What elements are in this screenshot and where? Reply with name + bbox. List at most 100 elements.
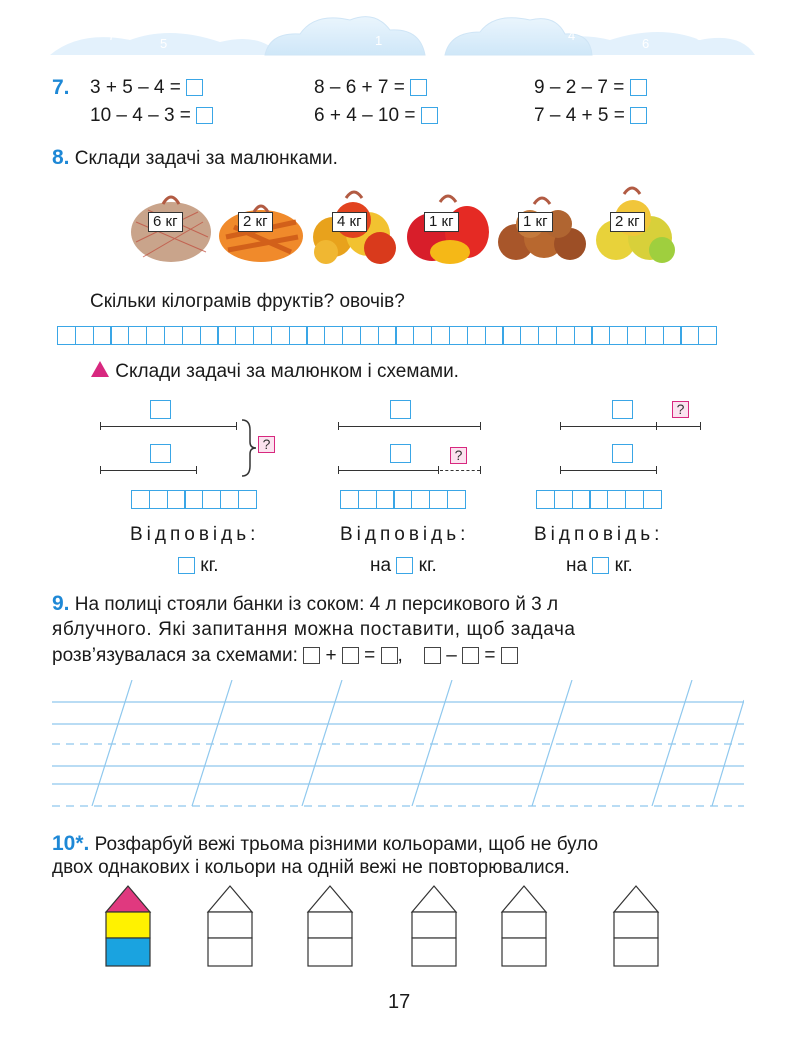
grid-cell[interactable] [340, 490, 359, 509]
task9-line-3: розв’язувалася за схемами: + = , – = [52, 644, 518, 668]
answer-box[interactable] [592, 557, 610, 574]
scheme-blank[interactable] [380, 647, 398, 664]
bag-carrot: 2 кг [216, 182, 306, 266]
answer-strip[interactable] [536, 490, 662, 509]
scheme-blank[interactable] [462, 647, 480, 664]
tower-blank[interactable] [306, 884, 354, 968]
grid-cell[interactable] [466, 326, 486, 345]
tower-blank[interactable] [206, 884, 254, 968]
grid-cell[interactable] [110, 326, 130, 345]
answer-box[interactable] [178, 557, 195, 574]
question-box[interactable]: ? [672, 401, 689, 418]
grid-cell[interactable] [128, 326, 148, 345]
answer-strip[interactable] [131, 490, 257, 509]
grid-cell[interactable] [484, 326, 504, 345]
grid-cell[interactable] [413, 326, 433, 345]
answer-box[interactable] [396, 557, 414, 574]
grid-cell[interactable] [446, 490, 466, 509]
grid-cell[interactable] [220, 490, 240, 509]
scheme-box[interactable] [150, 444, 171, 463]
scheme-box[interactable] [390, 444, 411, 463]
scheme-box[interactable] [612, 444, 633, 463]
grid-cell[interactable] [163, 326, 183, 345]
scheme-blank[interactable] [341, 647, 359, 664]
grid-cell[interactable] [393, 490, 413, 509]
tower-blank[interactable] [500, 884, 548, 968]
grid-cell[interactable] [698, 326, 718, 345]
grid-cell[interactable] [237, 490, 257, 509]
tower-blank[interactable] [410, 884, 458, 968]
grid-cell[interactable] [199, 326, 219, 345]
grid-cell[interactable] [181, 326, 201, 345]
grid-cell[interactable] [148, 490, 168, 509]
grid-cell[interactable] [377, 326, 397, 345]
grid-cell[interactable] [591, 326, 611, 345]
grid-cell[interactable] [571, 490, 591, 509]
grid-cell[interactable] [553, 490, 573, 509]
grid-cell[interactable] [573, 326, 593, 345]
grid-cell[interactable] [252, 326, 272, 345]
grid-cell[interactable] [92, 326, 112, 345]
scheme-blank[interactable] [303, 647, 321, 664]
grid-cell[interactable] [57, 326, 76, 345]
grid-cell[interactable] [589, 490, 609, 509]
question-box[interactable]: ? [450, 447, 467, 464]
scheme-box[interactable] [150, 400, 171, 419]
grid-cell[interactable] [375, 490, 395, 509]
grid-cell[interactable] [217, 326, 237, 345]
grid-cell[interactable] [270, 326, 290, 345]
grid-cell[interactable] [411, 490, 431, 509]
answer-box[interactable] [630, 107, 648, 124]
scheme-blank[interactable] [500, 647, 518, 664]
grid-cell[interactable] [555, 326, 575, 345]
writing-lines[interactable] [52, 680, 744, 810]
svg-text:1: 1 [375, 33, 382, 48]
grid-cell[interactable] [680, 326, 700, 345]
scheme-box[interactable] [612, 400, 633, 419]
answer-strip-full[interactable] [57, 326, 718, 345]
answer-box[interactable] [186, 79, 204, 96]
tower-blank[interactable] [612, 884, 660, 968]
svg-text:2: 2 [422, 33, 429, 48]
grid-cell[interactable] [662, 326, 682, 345]
grid-cell[interactable] [184, 490, 204, 509]
grid-cell[interactable] [520, 326, 540, 345]
grid-cell[interactable] [324, 326, 344, 345]
grid-cell[interactable] [536, 490, 555, 509]
scheme-blank[interactable] [423, 647, 441, 664]
answer-box[interactable] [420, 107, 438, 124]
answer-box[interactable] [196, 107, 214, 124]
grid-cell[interactable] [395, 326, 415, 345]
grid-cell[interactable] [235, 326, 255, 345]
grid-cell[interactable] [502, 326, 522, 345]
answer-strip[interactable] [340, 490, 466, 509]
grid-cell[interactable] [166, 490, 186, 509]
grid-cell[interactable] [306, 326, 326, 345]
bag-pepper: 1 кг [402, 182, 494, 266]
grid-cell[interactable] [431, 326, 451, 345]
grid-cell[interactable] [642, 490, 662, 509]
grid-cell[interactable] [131, 490, 150, 509]
bag-weight-label: 6 кг [148, 212, 183, 232]
grid-cell[interactable] [625, 490, 645, 509]
grid-cell[interactable] [202, 490, 222, 509]
grid-cell[interactable] [644, 326, 664, 345]
grid-cell[interactable] [342, 326, 361, 345]
grid-cell[interactable] [146, 326, 166, 345]
task7-expr-1: 3 + 5 – 4 = [90, 76, 204, 100]
answer-box[interactable] [629, 79, 647, 96]
scheme-box[interactable] [390, 400, 411, 419]
pepper-bag-icon [407, 194, 489, 264]
question-box[interactable]: ? [258, 436, 275, 453]
grid-cell[interactable] [448, 326, 468, 345]
grid-cell[interactable] [74, 326, 94, 345]
grid-cell[interactable] [607, 490, 627, 509]
grid-cell[interactable] [288, 326, 308, 345]
grid-cell[interactable] [537, 326, 557, 345]
grid-cell[interactable] [627, 326, 646, 345]
answer-box[interactable] [410, 79, 428, 96]
grid-cell[interactable] [359, 326, 379, 345]
grid-cell[interactable] [609, 326, 629, 345]
grid-cell[interactable] [357, 490, 377, 509]
grid-cell[interactable] [429, 490, 449, 509]
